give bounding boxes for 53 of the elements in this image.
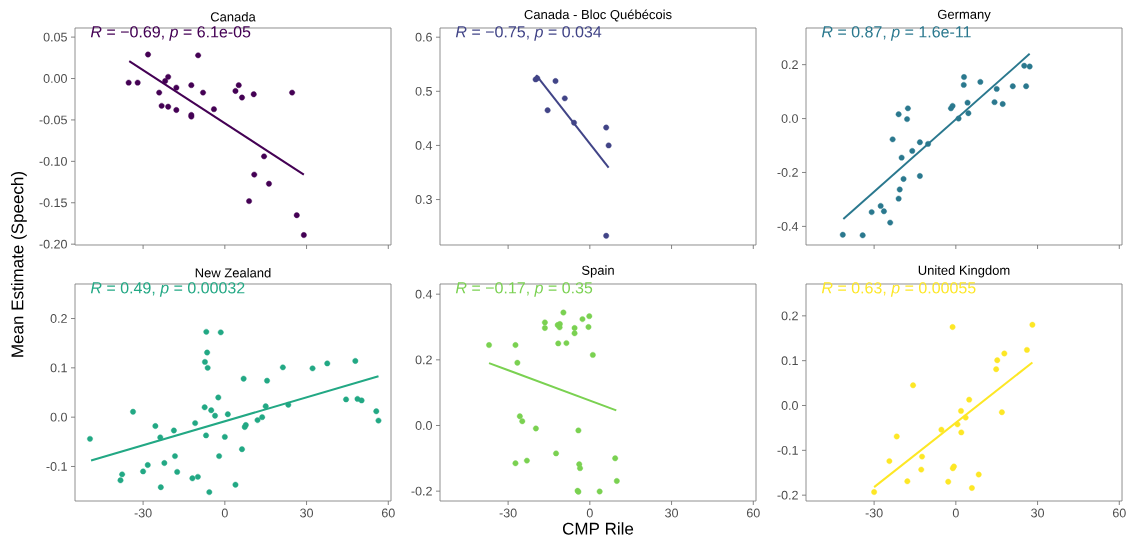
y-tick-label: 0.5 xyxy=(415,86,432,96)
y-tick-label: 0.2 xyxy=(781,311,798,321)
y-tick-label: 0.0 xyxy=(781,114,798,123)
x-tick-label: 30 xyxy=(300,508,314,518)
y-tick-label: -0.20 xyxy=(39,239,67,249)
x-tick-label: -30 xyxy=(865,508,883,518)
chart-title: New Zealand xyxy=(195,267,271,278)
annotation: R = 0.63, p = 0.00055 xyxy=(821,282,976,297)
y-tick-label: 0.0 xyxy=(415,421,432,430)
x-tick-label: 60 xyxy=(1112,508,1126,518)
y-tick-label: 0.00 xyxy=(43,74,67,83)
y-tick-label: 0.2 xyxy=(415,355,432,365)
y-tick-label: 0.4 xyxy=(415,141,433,150)
x-tick-label: -30 xyxy=(499,508,517,518)
x-axis-title: CMP Rile xyxy=(562,522,634,535)
y-tick-label: 0.2 xyxy=(50,314,67,323)
chart-title: Canada - Bloc Québécois xyxy=(524,9,672,22)
y-tick-label: 0.1 xyxy=(50,363,67,373)
y-tick-label: 0.05 xyxy=(43,32,67,42)
y-axis-title: Mean Estimate (Speech) xyxy=(10,172,27,357)
x-tick-label: 30 xyxy=(665,508,679,518)
y-tick-label: 0.0 xyxy=(781,401,798,410)
y-tick-label: 0.4 xyxy=(415,289,433,299)
y-tick-label: 0.3 xyxy=(415,195,432,204)
x-tick-label: -30 xyxy=(134,508,152,518)
x-tick-label: 0 xyxy=(221,508,228,518)
chart-title: United Kingdom xyxy=(918,265,1010,278)
y-tick-label: -0.15 xyxy=(39,198,67,208)
y-tick-label: -0.1 xyxy=(777,445,798,455)
annotation: R = 0.49, p = 0.00032 xyxy=(90,282,245,297)
x-tick-label: 60 xyxy=(746,508,760,518)
chart-title: Germany xyxy=(937,9,991,22)
chart-title: Spain xyxy=(581,265,614,278)
x-tick-label: 60 xyxy=(381,508,395,518)
annotation: R = −0.17, p = 0.35 xyxy=(455,282,593,297)
y-tick-label: 0.2 xyxy=(781,60,798,70)
y-tick-label: -0.4 xyxy=(777,221,799,231)
y-tick-label: -0.2 xyxy=(411,486,432,496)
annotation: R = −0.75, p = 0.034 xyxy=(455,26,602,41)
y-tick-label: -0.1 xyxy=(46,462,67,471)
x-tick-label: 0 xyxy=(586,508,593,518)
chart-title: Canada xyxy=(210,11,256,22)
y-tick-label: -0.10 xyxy=(39,156,67,166)
y-tick-label: 0.1 xyxy=(781,356,798,366)
y-tick-label: 0.6 xyxy=(415,32,432,42)
annotation: R = −0.69, p = 6.1e-05 xyxy=(90,26,251,41)
y-tick-label: -0.05 xyxy=(39,115,67,125)
y-tick-label: -0.2 xyxy=(777,490,798,500)
annotation: R = 0.87, p = 1.6e-11 xyxy=(821,26,971,41)
x-tick-label: 0 xyxy=(952,508,959,518)
x-tick-label: 30 xyxy=(1031,508,1045,518)
y-tick-label: 0.0 xyxy=(50,412,67,422)
y-tick-label: -0.2 xyxy=(777,168,798,177)
